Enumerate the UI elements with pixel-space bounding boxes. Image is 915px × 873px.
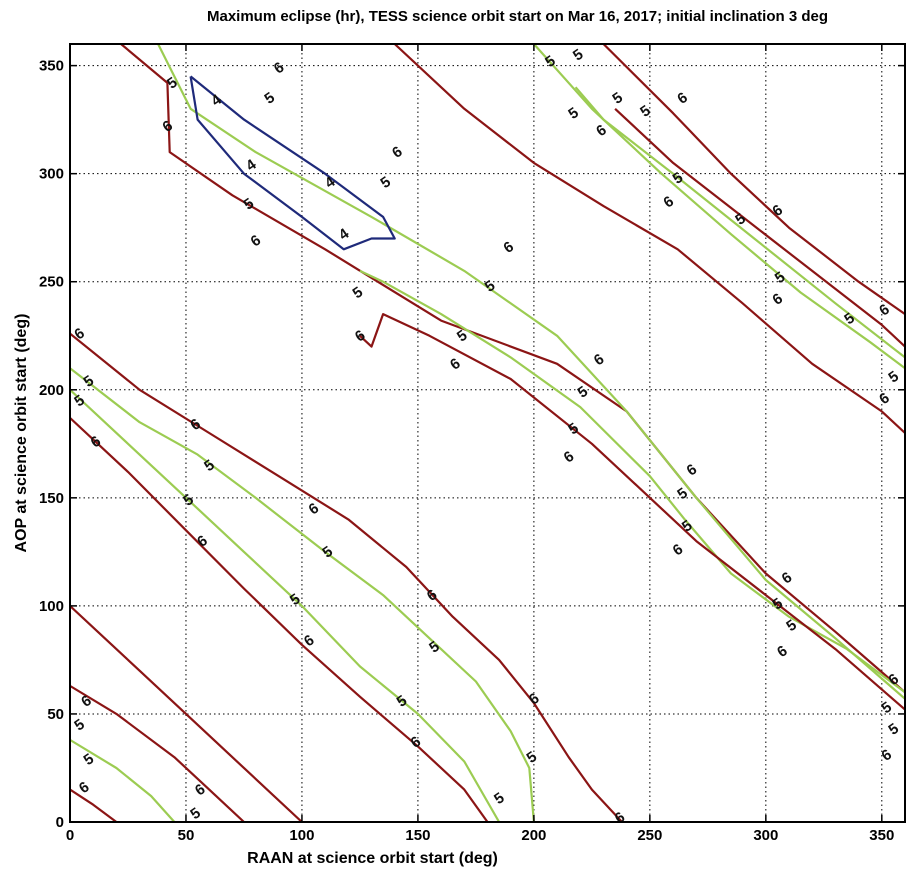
y-tick-label: 50 (47, 706, 64, 723)
contour-label: 5 (565, 420, 582, 439)
contour-label: 6 (612, 809, 629, 828)
contour-label: 6 (774, 642, 791, 661)
contour-label: 5 (71, 392, 88, 411)
y-tick-label: 0 (56, 814, 64, 831)
contour-line-level-6 (70, 605, 303, 822)
x-tick-label: 100 (289, 827, 314, 844)
contour-line-level-6 (70, 788, 118, 822)
contour-label: 5 (565, 104, 582, 123)
x-tick-label: 300 (753, 827, 778, 844)
grid (70, 44, 905, 822)
contour-label: 6 (660, 193, 677, 212)
contour-line-level-6 (70, 684, 245, 822)
contour-label: 6 (684, 461, 701, 480)
contour-lines (70, 44, 905, 822)
y-tick-label: 250 (39, 274, 64, 291)
contour-label: 6 (876, 389, 893, 408)
contour-label: 6 (769, 290, 786, 309)
axis-ticks (69, 44, 905, 823)
contour-label: 5 (187, 804, 204, 823)
contour-label: 5 (81, 750, 98, 769)
contour-line-level-6 (614, 107, 905, 348)
contour-label: 5 (885, 368, 902, 387)
contour-label: 5 (71, 716, 88, 735)
contour-label: 5 (201, 456, 218, 475)
x-tick-label: 350 (869, 827, 894, 844)
contour-label: 5 (769, 595, 786, 614)
contour-label: 6 (591, 351, 608, 370)
contour-label: 5 (772, 268, 789, 287)
contour-label: 5 (261, 89, 278, 108)
contour-line-level-5 (70, 388, 501, 822)
contour-label: 5 (524, 748, 541, 767)
y-tick-label: 350 (39, 58, 64, 75)
contour-label: 5 (394, 692, 411, 711)
x-tick-label: 150 (405, 827, 430, 844)
x-axis-label: RAAN at science orbit start (deg) (247, 850, 498, 867)
contour-label: 5 (885, 720, 902, 739)
contour-line-level-5 (70, 367, 535, 822)
contour-line-level-6 (602, 44, 905, 316)
contour-label: 6 (159, 117, 176, 136)
contour-label: 6 (670, 541, 687, 560)
contour-label: 5 (491, 789, 508, 808)
y-tick-label: 300 (39, 166, 64, 183)
contour-label: 6 (500, 238, 517, 257)
contour-label: 4 (208, 91, 225, 110)
contour-line-level-6 (393, 44, 905, 434)
contour-label: 6 (526, 690, 543, 709)
contour-label: 4 (336, 225, 353, 244)
y-tick-label: 150 (39, 490, 64, 507)
contour-label: 6 (78, 692, 95, 711)
plot-frame (69, 43, 906, 823)
contour-label: 6 (192, 781, 209, 800)
chart-title: Maximum eclipse (hr), TESS science orbit… (207, 8, 828, 25)
y-axis-label: AOP at science orbit start (deg) (13, 314, 30, 553)
contour-line-level-6 (70, 332, 623, 822)
contour-label: 6 (878, 746, 895, 765)
y-tick-labels: 0 50 100 150 200 250 300 350 (39, 58, 64, 831)
contour-label: 6 (71, 325, 88, 344)
contour-label: 6 (187, 415, 204, 434)
contour-label: 6 (248, 232, 265, 251)
contour-label: 5 (637, 102, 654, 121)
contour-label: 5 (350, 284, 367, 303)
contour-label: 6 (769, 201, 786, 220)
y-tick-label: 100 (39, 598, 64, 615)
x-tick-label: 50 (178, 827, 195, 844)
contour-label: 6 (389, 143, 406, 162)
contour-line-level-5 (157, 44, 905, 700)
contour-label: 5 (570, 46, 587, 65)
x-tick-label: 0 (66, 827, 74, 844)
x-tick-label: 200 (521, 827, 546, 844)
contour-line-level-4 (189, 75, 396, 251)
contour-label: 5 (609, 89, 626, 108)
contour-line-level-5 (574, 86, 905, 359)
contour-label: 6 (561, 448, 578, 467)
contour-line-level-6 (120, 44, 905, 694)
contour-label: 5 (679, 517, 696, 536)
contour-label: 6 (271, 59, 288, 78)
x-tick-labels: 0 50 100 150 200 250 300 350 (66, 827, 894, 844)
contour-label: 4 (243, 156, 260, 175)
contour-label: 5 (377, 173, 394, 192)
contour-line-level-5 (533, 44, 905, 370)
contour-line-level-6 (70, 417, 489, 822)
contour-label: 6 (447, 355, 464, 374)
x-tick-label: 250 (637, 827, 662, 844)
contour-label: 6 (674, 89, 691, 108)
contour-line-level-5 (70, 738, 176, 822)
contour-label: 5 (241, 195, 258, 214)
contour-label: 6 (194, 532, 211, 551)
contour-label: 6 (779, 569, 796, 588)
y-tick-label: 200 (39, 382, 64, 399)
contour-line-level-6 (359, 313, 905, 711)
